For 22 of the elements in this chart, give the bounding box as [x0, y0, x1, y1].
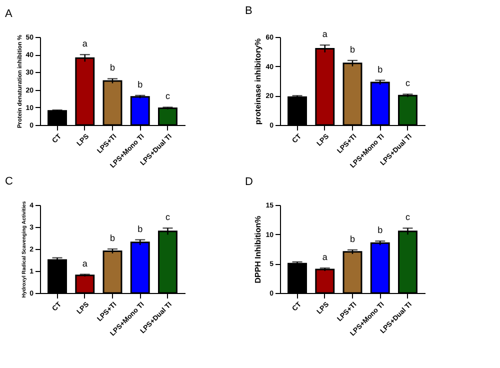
- annotation: c: [405, 78, 410, 88]
- annotation: b: [110, 62, 116, 73]
- y-axis-title: DPPH Inhibition%: [254, 216, 263, 284]
- annotation: a: [82, 258, 88, 268]
- annotation: b: [350, 234, 356, 244]
- annotation: c: [405, 212, 410, 222]
- chart-title: C: [5, 176, 13, 188]
- chart-title: A: [5, 8, 13, 20]
- annotation: c: [165, 91, 170, 102]
- annotation: b: [378, 64, 383, 74]
- chart-title: D: [245, 176, 253, 188]
- annotation: b: [110, 233, 116, 243]
- annotation: a: [322, 252, 328, 262]
- annotation: b: [138, 79, 143, 90]
- chart-title: B: [245, 5, 252, 18]
- annotation: b: [350, 44, 356, 54]
- annotation: c: [165, 212, 170, 222]
- annotation: a: [82, 38, 88, 49]
- annotation: b: [378, 225, 383, 236]
- annotation: a: [322, 29, 328, 40]
- annotation: b: [138, 224, 143, 234]
- y-axis-title: proteinase inhibitory%: [254, 38, 263, 125]
